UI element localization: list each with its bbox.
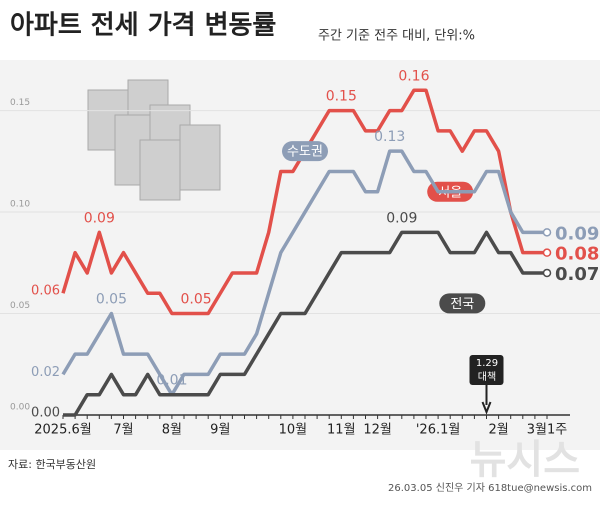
buildings-illustration bbox=[87, 79, 221, 201]
data-label: 0.01 bbox=[156, 373, 187, 389]
x-tick-label: 3월1주 bbox=[527, 423, 568, 438]
x-tick-label: 8월 bbox=[162, 423, 182, 438]
x-tick-label: 2월 bbox=[488, 423, 508, 438]
credit: 26.03.05 신진우 기자 618tue@newsis.com bbox=[388, 482, 592, 494]
x-tick-label: 9월 bbox=[210, 423, 230, 438]
legend-label: 수도권 bbox=[287, 145, 323, 160]
legend-label: 전국 bbox=[450, 297, 474, 312]
annotation-line: 1.29 bbox=[476, 358, 498, 369]
legend-box bbox=[439, 293, 486, 314]
y-tick-label: 0.05 bbox=[10, 301, 30, 311]
annotation-box bbox=[469, 355, 504, 385]
annotation-arrow bbox=[481, 385, 492, 415]
data-label: 0.09 bbox=[84, 210, 115, 226]
source: 자료: 한국부동산원 bbox=[8, 458, 96, 471]
x-tick-label: 10월 bbox=[279, 423, 308, 438]
data-label: 0.05 bbox=[96, 292, 127, 308]
data-label: 0.08 bbox=[555, 244, 599, 265]
data-label: 0.09 bbox=[386, 210, 417, 226]
x-tick-label: 2025.6월 bbox=[34, 423, 91, 438]
legend-box bbox=[282, 141, 328, 162]
data-label: 0.16 bbox=[398, 68, 429, 84]
end-marker bbox=[542, 248, 552, 257]
end-marker bbox=[542, 228, 552, 237]
x-tick-label: '26.1월 bbox=[416, 423, 460, 438]
data-label: 0.00 bbox=[31, 406, 60, 421]
x-tick-label: 11월 bbox=[327, 423, 356, 438]
series-line bbox=[63, 230, 547, 417]
watermark: 뉴시스 bbox=[470, 437, 580, 483]
y-tick-label: 0.15 bbox=[10, 98, 30, 108]
data-label: 0.09 bbox=[555, 223, 599, 244]
data-label: 0.15 bbox=[326, 89, 357, 105]
data-label: 0.02 bbox=[31, 365, 60, 380]
y-tick-label: 0.00 bbox=[10, 403, 30, 413]
annotation-line: 대책 bbox=[478, 371, 496, 383]
end-marker bbox=[542, 268, 552, 278]
data-label: 0.05 bbox=[181, 292, 212, 308]
y-tick-label: 0.10 bbox=[10, 200, 30, 210]
data-label: 0.06 bbox=[31, 284, 60, 299]
data-label: 0.07 bbox=[555, 264, 599, 285]
x-tick-label: 12월 bbox=[363, 423, 392, 438]
series-line bbox=[61, 149, 547, 397]
data-label: 0.13 bbox=[374, 129, 405, 145]
chart-subtitle: 주간 기준 전주 대비, 단위:% bbox=[318, 29, 475, 44]
x-tick-label: 7월 bbox=[113, 423, 133, 438]
chart-title: 아파트 전세 가격 변동률 bbox=[10, 11, 276, 41]
